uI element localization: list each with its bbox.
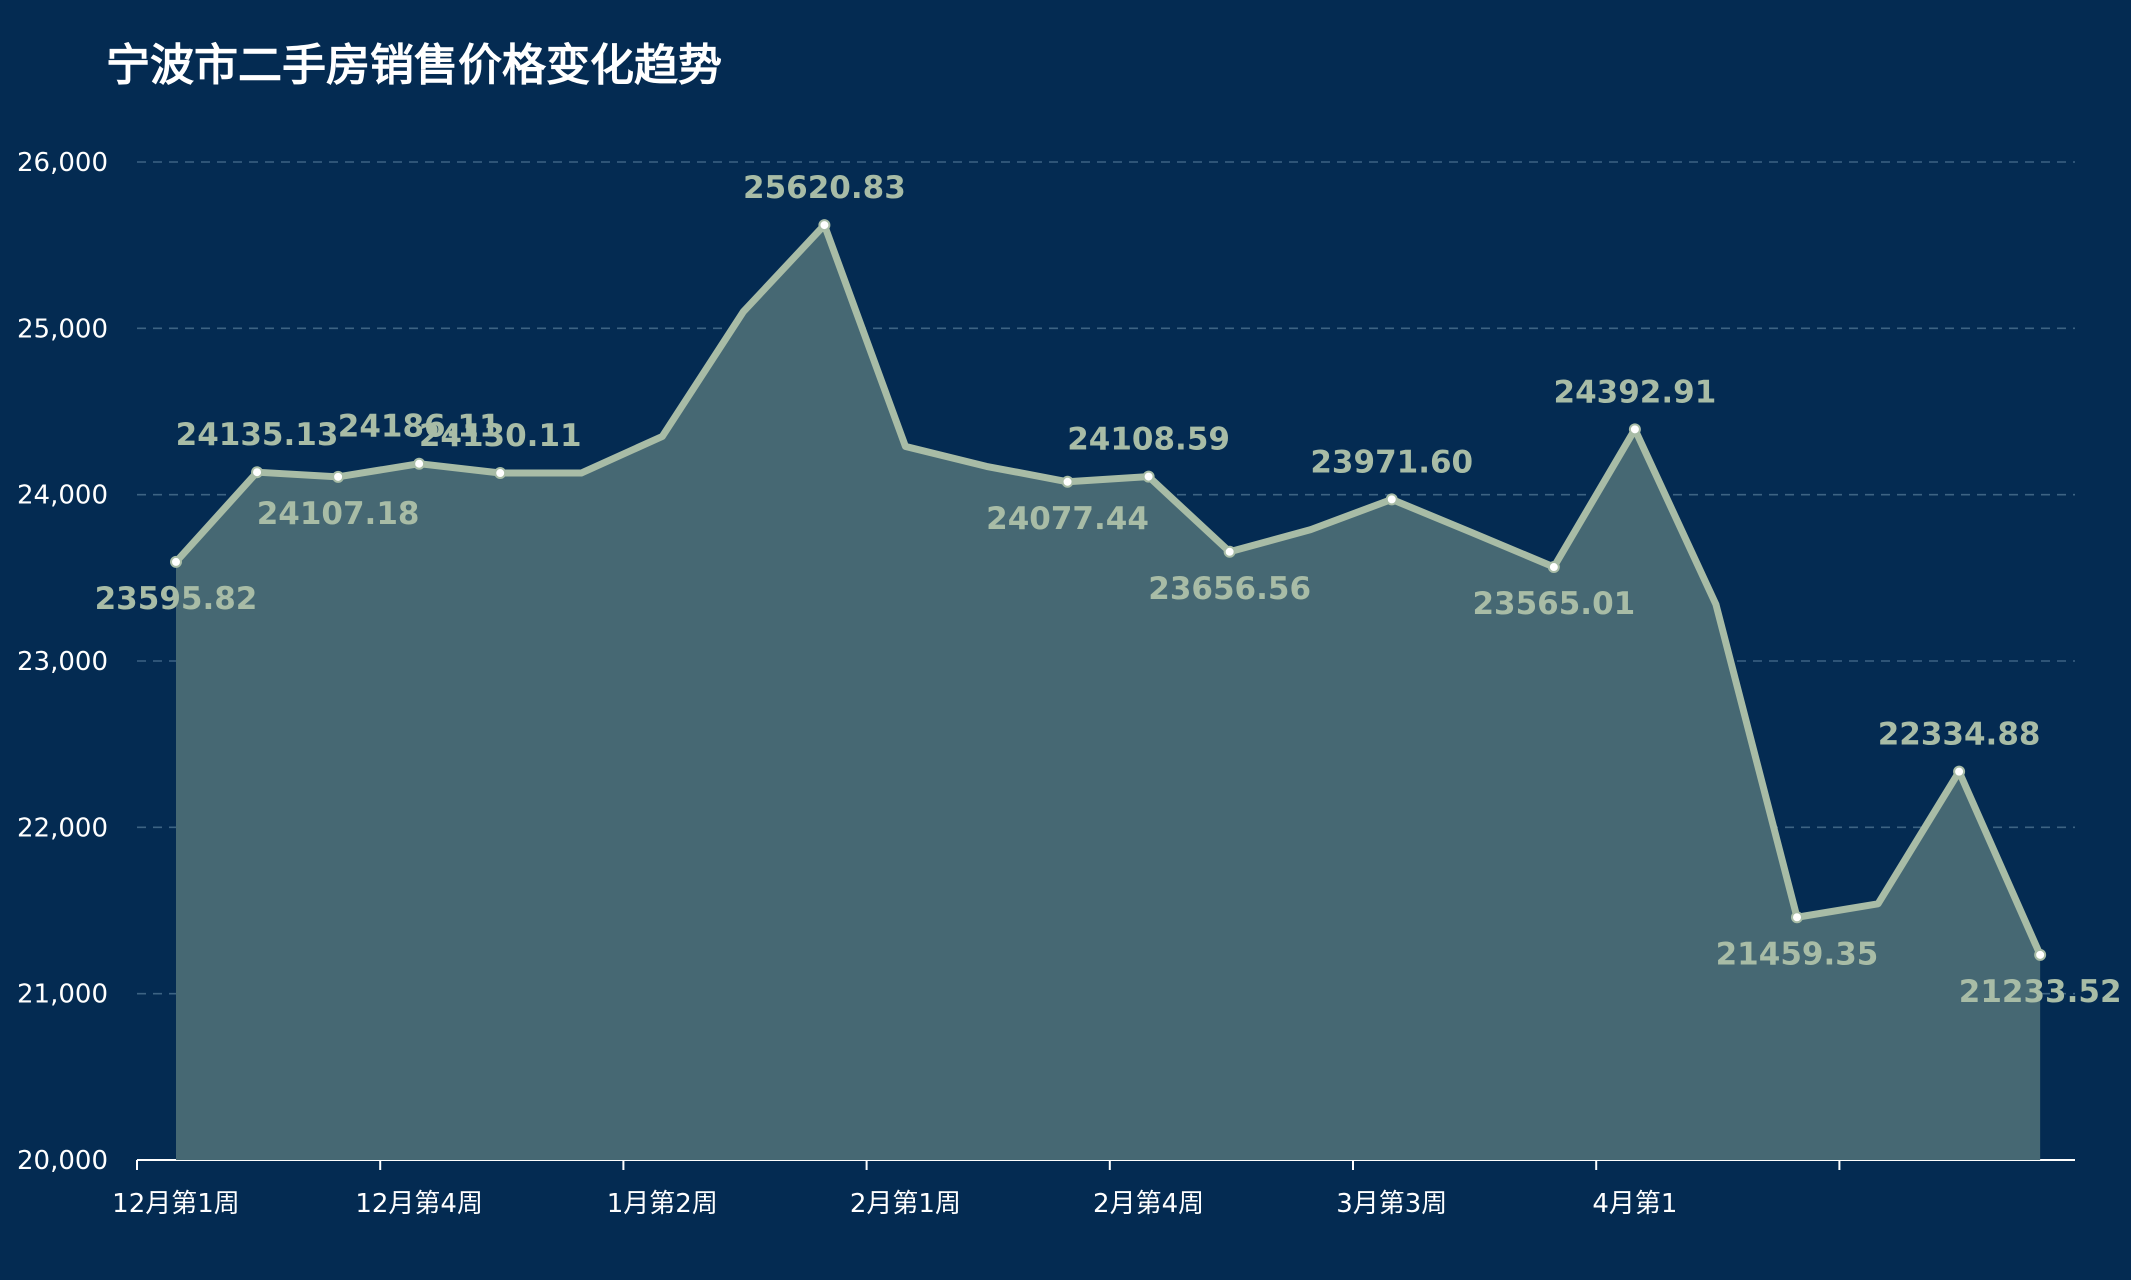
data-label: 23971.60: [1310, 444, 1473, 480]
data-point: [1142, 470, 1155, 483]
x-tick-label: 2月第4周: [1093, 1189, 1204, 1219]
data-labels: 23595.82 24135.13 24107.18 24186.1124130.11…: [95, 170, 2122, 1010]
x-tick-label: 4月第1: [1592, 1189, 1677, 1219]
data-point: [1791, 911, 1803, 924]
data-label: 23595.82: [95, 581, 258, 617]
data-point: [251, 466, 264, 479]
y-tick-label: 25,000: [17, 314, 108, 344]
data-point: [1953, 765, 1966, 778]
data-label: 24107.18: [257, 496, 420, 532]
data-point: [170, 555, 182, 568]
data-point: [494, 467, 507, 480]
x-tick-label: 1月第2周: [607, 1189, 718, 1219]
data-label: 21459.35: [1716, 936, 1879, 972]
data-label: 24392.91: [1554, 374, 1717, 410]
data-point: [1628, 423, 1641, 436]
data-label: 24077.44: [986, 501, 1149, 537]
y-tick-label: 23,000: [17, 647, 108, 677]
data-label: 24108.59: [1067, 422, 1230, 458]
chart-title: 宁波市二手房销售价格变化趋势: [106, 40, 722, 91]
data-point: [1547, 561, 1560, 574]
data-label: 22334.88: [1878, 717, 2041, 753]
x-tick-label: 3月第3周: [1336, 1189, 1447, 1219]
x-tick-label: 12月第1周: [112, 1189, 240, 1219]
data-label: 24135.13: [176, 417, 339, 453]
data-label: 24186.11: [338, 409, 501, 445]
x-tick-label: 2月第1周: [850, 1189, 961, 1219]
data-point: [413, 457, 426, 470]
data-point: [1223, 545, 1236, 558]
y-tick-label: 21,000: [17, 980, 108, 1010]
area-fill: [176, 225, 2041, 1160]
data-label: 23656.56: [1148, 571, 1311, 607]
data-label: 25620.83: [743, 170, 906, 206]
series: [170, 219, 2047, 1160]
data-point: [1061, 475, 1074, 488]
data-point: [332, 470, 345, 483]
data-label: 23565.01: [1472, 586, 1635, 622]
x-tick-label: 12月第4周: [355, 1189, 483, 1219]
y-tick-label: 20,000: [17, 1146, 108, 1176]
data-point: [818, 219, 831, 232]
y-axis: 20,000 21,000 22,000 23,000 24,000 25,000 26,0…: [17, 148, 108, 1176]
x-axis: 12月第1周 12月第4周 1月第2周 2月第1周 2月第4周 3月第3周 4月第1: [112, 1159, 2075, 1219]
data-point: [1385, 493, 1398, 506]
y-tick-label: 24,000: [17, 481, 108, 511]
series-line: [172, 221, 2044, 959]
y-tick-label: 26,000: [17, 148, 108, 178]
data-label: 24130.11: [419, 418, 582, 454]
data-label: 21233.52: [1959, 974, 2122, 1010]
y-tick-label: 22,000: [17, 813, 108, 843]
data-point: [2034, 948, 2047, 961]
